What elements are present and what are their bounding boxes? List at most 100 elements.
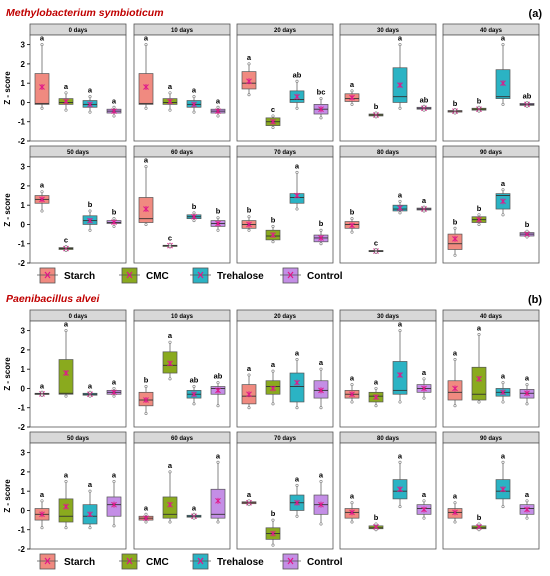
mean-marker [373,394,379,401]
data-point [374,404,378,408]
facet-70-days: 70 days b b a b [236,145,334,264]
data-point [192,95,196,99]
significance-letter: a [168,82,173,91]
box-control: a [313,471,329,526]
data-point [40,390,44,394]
data-point [398,211,402,215]
y-tick-label: -1 [18,118,26,127]
significance-letter: a [422,196,427,205]
mean-marker [294,192,300,199]
legend-item-cmc: CMC [119,267,169,284]
mean-marker [500,198,506,205]
significance-letter: a [216,451,221,460]
data-point [319,406,323,410]
data-point [88,489,92,493]
data-point [295,207,299,211]
y-tick-label: -2 [18,137,26,146]
significance-letter: a [422,490,427,499]
data-point [501,381,505,385]
data-point [112,386,116,390]
data-point [350,501,354,505]
facet-label: 70 days [274,436,297,442]
box-trehalose: ab [289,70,305,110]
chart-title: Paenibacillus alvei [6,293,100,305]
mean-marker [318,106,324,113]
data-point [64,480,68,484]
significance-letter: a [112,96,117,105]
data-point [88,110,92,114]
box-starch: a [344,80,360,106]
box-cmc: a [162,331,178,381]
box-control: a [416,368,432,400]
box-cmc: b [471,204,487,226]
box-cmc: c [265,105,281,130]
data-point [271,126,275,130]
box-body [289,372,305,403]
data-point [350,400,354,404]
facet-90-days: 90 days a b a a [442,431,540,550]
mean-marker [143,206,149,213]
mean-marker [143,397,149,404]
significance-letter: a [501,372,506,381]
data-point [525,516,529,520]
plot-area [442,320,540,428]
mean-marker [349,509,355,516]
data-point [295,106,299,110]
significance-letter: a [374,377,379,386]
legend-star [44,557,51,565]
facet-0-days: 0 days -2 -1 0 1 2 3 Z - score a a a a [3,309,127,432]
significance-letter: a [295,349,300,358]
mean-marker [39,196,45,203]
y-tick-label: 3 [21,41,26,50]
legend-star [126,271,133,279]
data-point [144,165,148,169]
significance-letter: a [40,490,45,499]
y-tick-label: 1 [21,79,26,88]
y-tick-label: 0 [21,506,26,515]
data-point [88,394,92,398]
data-point [501,102,505,106]
data-point [501,188,505,192]
data-point [64,108,68,112]
data-point [477,213,481,217]
mean-marker [191,213,197,220]
data-point [168,108,172,112]
facet-label: 70 days [274,150,297,156]
box-cmc: b [368,102,384,119]
mean-marker [294,499,300,506]
data-point [374,111,378,115]
significance-letter: ab [293,70,302,79]
box-control: b [210,207,226,232]
data-point [477,332,481,336]
data-point [501,213,505,217]
data-point [192,219,196,223]
significance-letter: b [144,376,149,385]
data-point [112,217,116,221]
mean-marker [63,370,69,377]
y-tick-label: 2 [21,182,26,191]
box-starch: a [447,492,463,524]
data-point [398,505,402,509]
significance-letter: a [477,323,482,332]
mean-marker [191,101,197,108]
significance-letter: a [501,34,506,43]
plot-area [29,320,127,428]
significance-letter: a [40,381,45,390]
box-control: ab [519,91,535,108]
data-point [295,358,299,362]
box-body [58,498,74,523]
box-trehalose: a [495,34,511,106]
box-starch: a [241,53,257,97]
box-cmc: b [265,215,281,244]
data-point [112,394,116,398]
data-point [168,520,172,524]
box-control: a [416,490,432,520]
box-starch: b [241,206,257,232]
significance-letter: c [374,239,378,248]
legend: Starch CMC Trehalose Control [37,553,343,570]
significance-letter: b [271,509,276,518]
mean-marker [452,235,458,242]
legend-label: Trehalose [217,271,264,282]
box-starch: b [447,99,463,115]
mean-marker [246,391,252,398]
